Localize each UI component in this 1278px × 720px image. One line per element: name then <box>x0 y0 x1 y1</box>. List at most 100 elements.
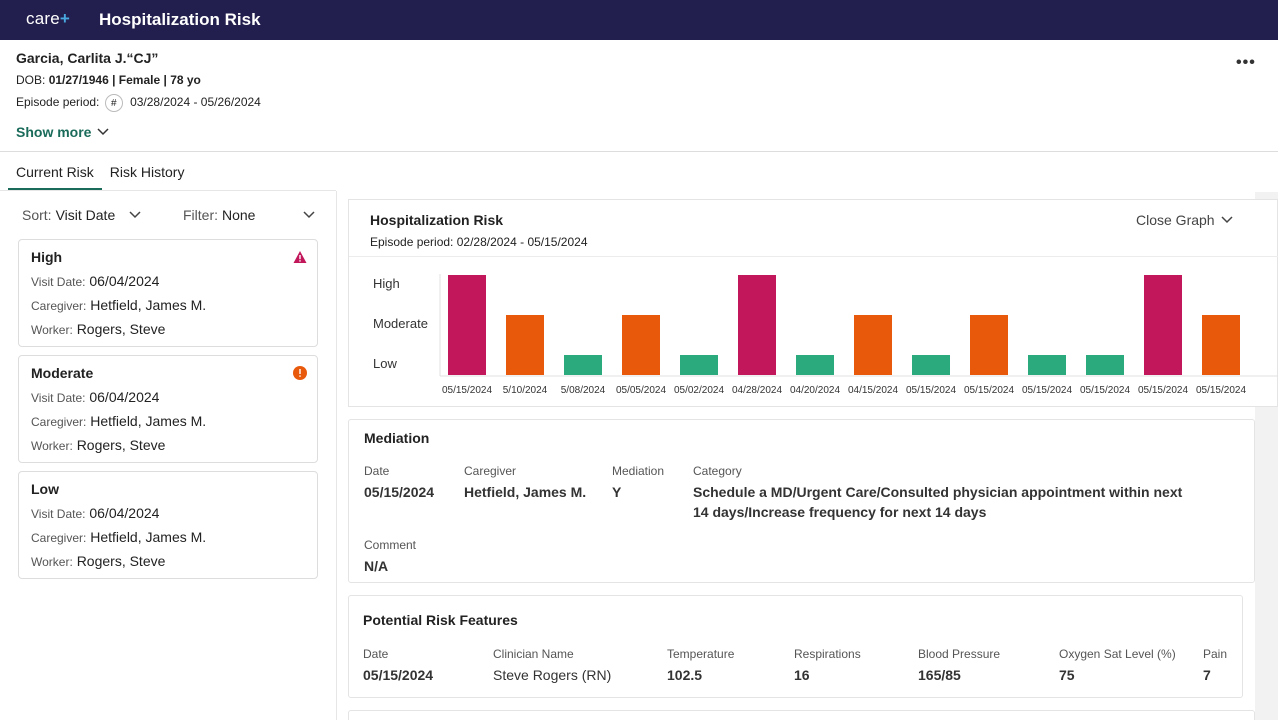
x-tick-label: 05/15/2024 <box>1080 385 1130 396</box>
logo-text: care <box>26 9 60 28</box>
bar-high[interactable] <box>448 275 486 375</box>
feature-temperature: Temperature 102.5 <box>667 647 734 685</box>
bar-moderate[interactable] <box>854 315 892 375</box>
clinician-label: Clinician Name <box>493 647 574 661</box>
mediation-value: Y <box>612 484 622 500</box>
category-line-1: Schedule a MD/Urgent Care/Consulted phys… <box>693 484 1183 500</box>
bar-low[interactable] <box>912 355 950 375</box>
visit-date-label: Visit Date: <box>31 275 86 289</box>
bar-low[interactable] <box>1086 355 1124 375</box>
temperature-label: Temperature <box>667 647 735 661</box>
bar-low[interactable] <box>680 355 718 375</box>
feature-blood-pressure: Blood Pressure 165/85 <box>918 647 1000 685</box>
filter-value: None <box>222 207 256 223</box>
filter-dropdown[interactable]: Filter: None <box>183 207 315 223</box>
visit-date: Visit Date: 06/04/2024 <box>31 273 159 289</box>
bp-label: Blood Pressure <box>918 647 1001 661</box>
next-panel <box>348 710 1255 720</box>
sort-label: Sort: <box>22 207 52 223</box>
top-bar: care+ Hospitalization Risk <box>0 0 1278 40</box>
dob-label: DOB: <box>16 73 46 87</box>
date-value: 05/15/2024 <box>364 484 435 500</box>
temperature-value: 102.5 <box>667 667 703 683</box>
visit-date-value: 06/04/2024 <box>89 389 160 405</box>
sort-value: Visit Date <box>55 207 116 223</box>
patient-full-name: Garcia, Carlita J. <box>16 50 127 66</box>
x-tick-label: 5/10/2024 <box>503 385 548 396</box>
header-divider <box>0 151 1278 152</box>
bar-low[interactable] <box>796 355 834 375</box>
clinician-role: (RN) <box>581 667 612 683</box>
bar-high[interactable] <box>738 275 776 375</box>
caregiver-label: Caregiver: <box>31 531 87 545</box>
worker: Worker: Rogers, Steve <box>31 553 165 569</box>
risk-card-moderate[interactable]: Moderate Visit Date: 06/04/2024 Caregive… <box>18 355 318 463</box>
respirations-value: 16 <box>794 667 810 683</box>
mediation-label: Mediation <box>612 464 665 478</box>
feature-pain: Pain 7 <box>1203 647 1227 685</box>
worker-label: Worker: <box>31 439 73 453</box>
bar-moderate[interactable] <box>970 315 1008 375</box>
graph-episode-period: Episode period: 02/28/2024 - 05/15/2024 <box>370 235 588 249</box>
app-logo[interactable]: care+ <box>26 9 70 29</box>
risk-level: High <box>31 249 63 265</box>
tab-current-risk[interactable]: Current Risk <box>8 160 102 190</box>
close-graph-label: Close Graph <box>1136 212 1215 228</box>
patient-nickname: “CJ” <box>126 50 159 66</box>
feature-oxygen: Oxygen Sat Level (%) 75 <box>1059 647 1176 685</box>
caregiver-label: Caregiver: <box>31 415 87 429</box>
hash-icon[interactable]: # <box>104 94 123 112</box>
chevron-down-icon <box>129 211 141 219</box>
filter-label: Filter: <box>183 207 218 223</box>
x-tick-label: 05/15/2024 <box>1196 385 1246 396</box>
x-tick-label: 05/15/2024 <box>1138 385 1188 396</box>
clinician-name: Steve Rogers <box>493 667 578 683</box>
chevron-down-icon <box>1221 216 1233 224</box>
show-more-button[interactable]: Show more <box>16 124 109 140</box>
bar-moderate[interactable] <box>1202 315 1240 375</box>
visit-date-value: 06/04/2024 <box>89 505 160 521</box>
risk-graph-panel: Hospitalization Risk Episode period: 02/… <box>348 199 1278 407</box>
date-label: Date <box>363 647 389 661</box>
chevron-down-icon <box>303 211 315 219</box>
caregiver-value: Hetfield, James M. <box>90 529 207 545</box>
x-tick-label: 05/15/2024 <box>1022 385 1072 396</box>
caregiver: Caregiver: Hetfield, James M. <box>31 529 206 545</box>
episode-value: 03/28/2024 - 05/26/2024 <box>130 95 261 110</box>
worker: Worker: Rogers, Steve <box>31 437 165 453</box>
mediation-flag: Mediation Y <box>612 464 664 502</box>
comment-label: Comment <box>364 538 417 552</box>
bar-low[interactable] <box>564 355 602 375</box>
risk-bar-chart: Low Moderate High 05/15/2024 5/10/2024 5/08/2… <box>373 274 1278 396</box>
close-graph-button[interactable]: Close Graph <box>1136 212 1233 228</box>
episode-label: Episode period: <box>16 95 100 110</box>
risk-list-pane <box>0 191 337 720</box>
bar-moderate[interactable] <box>506 315 544 375</box>
worker-label: Worker: <box>31 555 73 569</box>
x-tick-label: 5/08/2024 <box>561 385 606 396</box>
tab-risk-history[interactable]: Risk History <box>109 164 185 180</box>
bar-high[interactable] <box>1144 275 1182 375</box>
caregiver-value: Hetfield, James M. <box>90 413 207 429</box>
show-more-label: Show more <box>16 124 92 140</box>
x-tick-label: 04/15/2024 <box>848 385 898 396</box>
y-tick-label: High <box>373 276 400 291</box>
worker-value: Rogers, Steve <box>76 321 166 337</box>
more-options-icon[interactable]: ••• <box>1236 54 1256 71</box>
mediation-category: Category Schedule a MD/Urgent Care/Consu… <box>693 464 1233 522</box>
caregiver-value: Hetfield, James M. <box>90 297 207 313</box>
mediation-comment: Comment N/A <box>364 538 416 576</box>
bp-value: 165/85 <box>918 667 961 683</box>
bar-low[interactable] <box>1028 355 1066 375</box>
caregiver-value: Hetfield, James M. <box>464 484 587 500</box>
risk-card-low[interactable]: Low Visit Date: 06/04/2024 Caregiver: He… <box>18 471 318 579</box>
age-value: 78 yo <box>170 73 201 87</box>
mediation-caregiver: Caregiver Hetfield, James M. <box>464 464 586 502</box>
bar-moderate[interactable] <box>622 315 660 375</box>
episode-period: Episode period: # 03/28/2024 - 05/26/202… <box>16 94 261 112</box>
sort-dropdown[interactable]: Sort: Visit Date <box>22 207 141 223</box>
risk-card-high[interactable]: High Visit Date: 06/04/2024 Caregiver: H… <box>18 239 318 347</box>
app-title: Hospitalization Risk <box>99 10 261 29</box>
mediation-panel: Mediation Date 05/15/2024 Caregiver Hetf… <box>348 419 1255 583</box>
graph-title: Hospitalization Risk <box>370 212 504 228</box>
